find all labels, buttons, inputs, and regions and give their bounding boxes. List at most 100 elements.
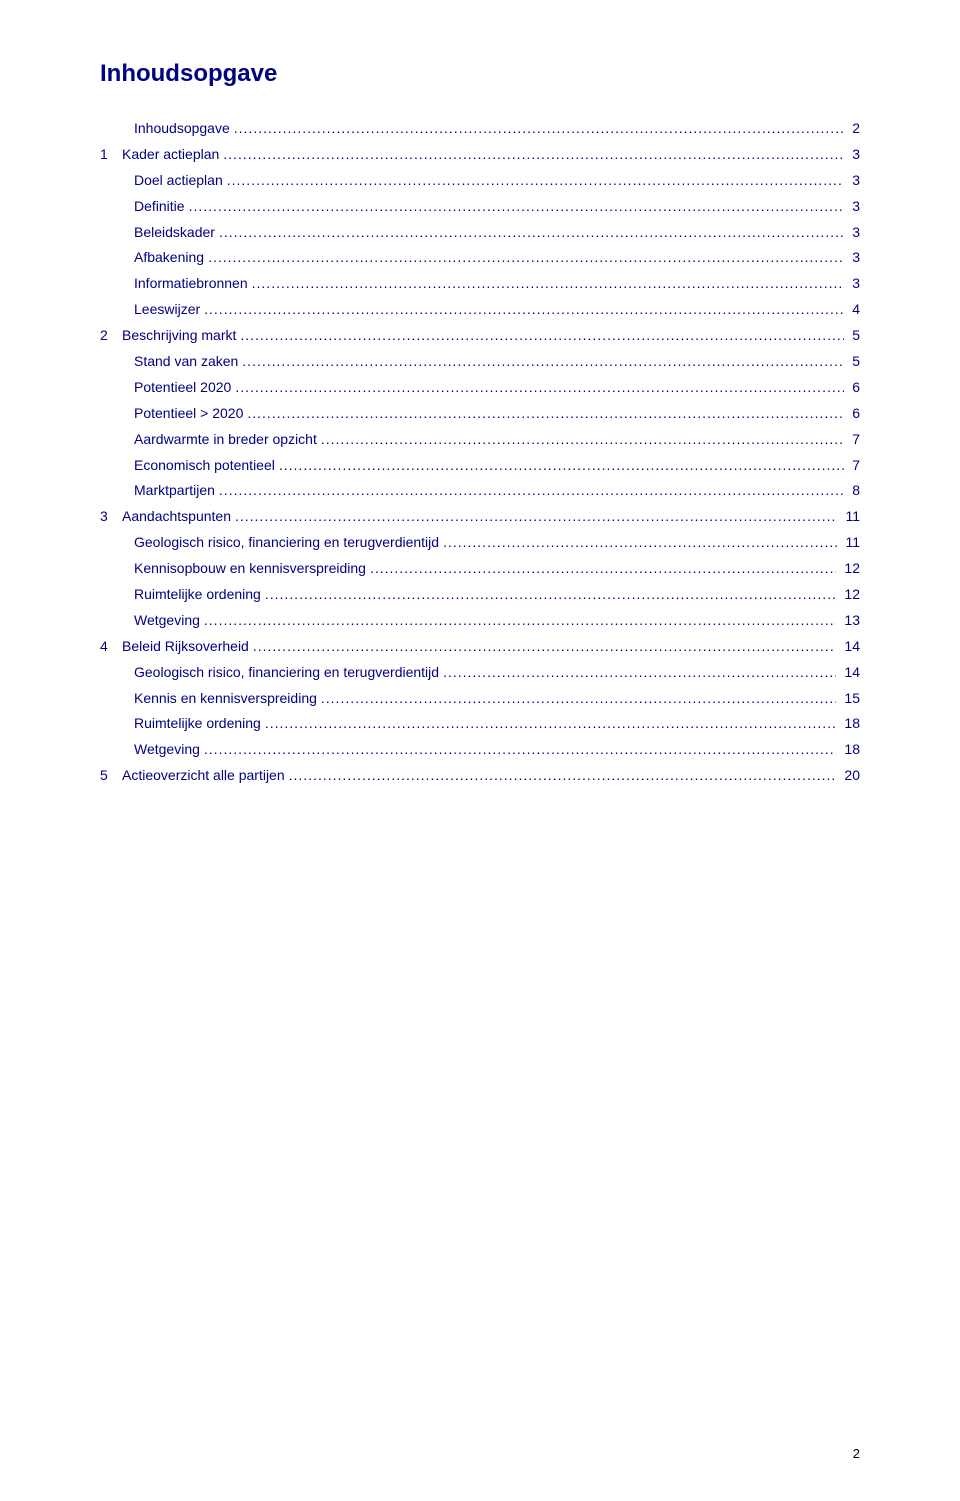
toc-label: Stand van zaken — [134, 349, 238, 375]
toc-entry: 4Beleid Rijksoverheid 14 — [100, 634, 860, 660]
toc-entry: Geologisch risico, financiering en terug… — [100, 660, 860, 686]
toc-leader-dots — [253, 634, 837, 660]
toc-leader-dots — [443, 530, 837, 556]
toc-leader-dots — [265, 582, 837, 608]
toc-page-ref: 11 — [841, 530, 860, 556]
toc-entry: 1Kader actieplan 3 — [100, 142, 860, 168]
toc-page-ref: 8 — [848, 478, 860, 504]
toc-label: Marktpartijen — [134, 478, 215, 504]
toc-section-number: 5 — [100, 763, 122, 789]
toc-page-ref: 13 — [840, 608, 860, 634]
toc-leader-dots — [204, 737, 837, 763]
page-title: Inhoudsopgave — [100, 60, 860, 88]
toc-page-ref: 3 — [848, 271, 860, 297]
toc-page-ref: 18 — [840, 711, 860, 737]
toc-page-ref: 3 — [848, 142, 860, 168]
toc-entry: Potentieel > 2020 6 — [100, 401, 860, 427]
toc-leader-dots — [219, 220, 844, 246]
toc-label: Kennis en kennisverspreiding — [134, 686, 317, 712]
toc-label: Potentieel 2020 — [134, 375, 231, 401]
toc-entry: Afbakening 3 — [100, 245, 860, 271]
toc-label: Inhoudsopgave — [134, 116, 230, 142]
toc-label: Beleidskader — [134, 220, 215, 246]
toc-page-ref: 7 — [848, 453, 860, 479]
toc-label: Doel actieplan — [134, 168, 223, 194]
toc-leader-dots — [204, 608, 837, 634]
toc-entry: Ruimtelijke ordening 18 — [100, 711, 860, 737]
toc-entry: Beleidskader3 — [100, 220, 860, 246]
toc-page-ref: 18 — [840, 737, 860, 763]
toc-leader-dots — [234, 116, 844, 142]
toc-page-ref: 6 — [848, 375, 860, 401]
toc-entry: Wetgeving 18 — [100, 737, 860, 763]
toc-leader-dots — [204, 297, 844, 323]
toc-entry: 2Beschrijving markt5 — [100, 323, 860, 349]
toc-page-ref: 11 — [841, 504, 860, 530]
toc-entry: Ruimtelijke ordening12 — [100, 582, 860, 608]
toc-label: Geologisch risico, financiering en terug… — [134, 660, 439, 686]
toc-entry: 5Actieoverzicht alle partijen 20 — [100, 763, 860, 789]
toc-leader-dots — [189, 194, 845, 220]
toc-entry: Kennisopbouw en kennisverspreiding 12 — [100, 556, 860, 582]
toc-leader-dots — [252, 271, 845, 297]
toc-page-ref: 12 — [840, 556, 860, 582]
toc-leader-dots — [208, 245, 844, 271]
toc-page-ref: 7 — [848, 427, 860, 453]
toc-leader-dots — [370, 556, 836, 582]
toc-label: Definitie — [134, 194, 185, 220]
toc-entry: Leeswijzer 4 — [100, 297, 860, 323]
toc-page-ref: 5 — [848, 323, 860, 349]
toc-leader-dots — [321, 427, 844, 453]
toc-page-ref: 20 — [840, 763, 860, 789]
toc-page-ref: 14 — [840, 660, 860, 686]
document-page: Inhoudsopgave Inhoudsopgave21Kader actie… — [0, 0, 960, 1501]
page-number: 2 — [853, 1446, 860, 1461]
toc-label: Leeswijzer — [134, 297, 200, 323]
toc-label: Aandachtspunten — [122, 504, 231, 530]
toc-leader-dots — [321, 686, 837, 712]
toc-leader-dots — [265, 711, 837, 737]
toc-entry: Inhoudsopgave 2 — [100, 116, 860, 142]
toc-label: Wetgeving — [134, 737, 200, 763]
toc-page-ref: 2 — [848, 116, 860, 142]
toc-entry: Definitie 3 — [100, 194, 860, 220]
toc-entry: Informatiebronnen 3 — [100, 271, 860, 297]
toc-section-number: 3 — [100, 504, 122, 530]
toc-leader-dots — [235, 375, 844, 401]
toc-section-number: 1 — [100, 142, 122, 168]
toc-entry: Geologisch risico, financiering en terug… — [100, 530, 860, 556]
toc-label: Geologisch risico, financiering en terug… — [134, 530, 439, 556]
toc-entry: Wetgeving 13 — [100, 608, 860, 634]
toc-label: Economisch potentieel — [134, 453, 275, 479]
toc-entry: Potentieel 2020 6 — [100, 375, 860, 401]
toc-leader-dots — [443, 660, 836, 686]
toc-label: Beschrijving markt — [122, 323, 236, 349]
toc-label: Kennisopbouw en kennisverspreiding — [134, 556, 366, 582]
toc-leader-dots — [240, 323, 844, 349]
toc-label: Beleid Rijksoverheid — [122, 634, 249, 660]
toc-label: Aardwarmte in breder opzicht — [134, 427, 317, 453]
toc-leader-dots — [279, 453, 844, 479]
toc-page-ref: 6 — [848, 401, 860, 427]
toc-leader-dots — [247, 401, 844, 427]
toc-page-ref: 15 — [840, 686, 860, 712]
toc-page-ref: 14 — [840, 634, 860, 660]
toc-entry: Kennis en kennisverspreiding 15 — [100, 686, 860, 712]
toc-label: Ruimtelijke ordening — [134, 711, 261, 737]
toc-entry: Economisch potentieel 7 — [100, 453, 860, 479]
toc-leader-dots — [219, 478, 844, 504]
toc-page-ref: 3 — [848, 168, 860, 194]
toc-entry: 3Aandachtspunten 11 — [100, 504, 860, 530]
toc-label: Potentieel > 2020 — [134, 401, 243, 427]
toc-label: Afbakening — [134, 245, 204, 271]
toc-page-ref: 3 — [848, 194, 860, 220]
toc-label: Kader actieplan — [122, 142, 219, 168]
toc-page-ref: 4 — [848, 297, 860, 323]
toc-leader-dots — [289, 763, 837, 789]
toc-label: Actieoverzicht alle partijen — [122, 763, 285, 789]
toc-label: Informatiebronnen — [134, 271, 248, 297]
toc-entry: Marktpartijen 8 — [100, 478, 860, 504]
toc-section-number: 4 — [100, 634, 122, 660]
toc-page-ref: 3 — [848, 245, 860, 271]
toc-label: Wetgeving — [134, 608, 200, 634]
